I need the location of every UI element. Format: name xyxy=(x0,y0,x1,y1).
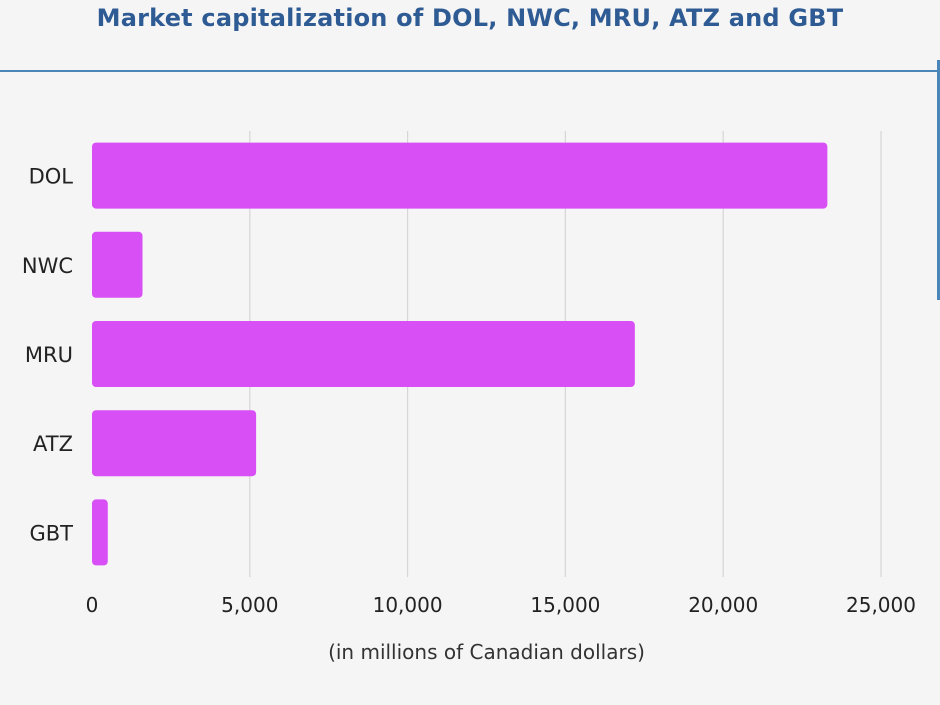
x-tick-label: 0 xyxy=(86,593,99,617)
category-label: ATZ xyxy=(33,432,73,456)
x-axis-label: (in millions of Canadian dollars) xyxy=(328,640,645,664)
bar-dol xyxy=(92,142,828,209)
x-tick-label: 25,000 xyxy=(846,593,916,617)
x-tick-label: 5,000 xyxy=(221,593,278,617)
bar-mru xyxy=(92,321,635,387)
title-divider xyxy=(0,70,940,72)
category-label: GBT xyxy=(29,521,73,545)
x-tick-label: 15,000 xyxy=(530,593,600,617)
bar-nwc xyxy=(92,231,143,298)
x-tick-label: 10,000 xyxy=(373,593,443,617)
category-label: MRU xyxy=(25,343,73,367)
frame-edge xyxy=(937,60,940,300)
x-tick-label: 20,000 xyxy=(688,593,758,617)
category-label: NWC xyxy=(22,254,73,278)
bar-gbt xyxy=(92,499,108,566)
category-label: DOL xyxy=(29,165,74,189)
chart-title: Market capitalization of DOL, NWC, MRU, … xyxy=(96,4,844,32)
bar-atz xyxy=(92,410,257,477)
